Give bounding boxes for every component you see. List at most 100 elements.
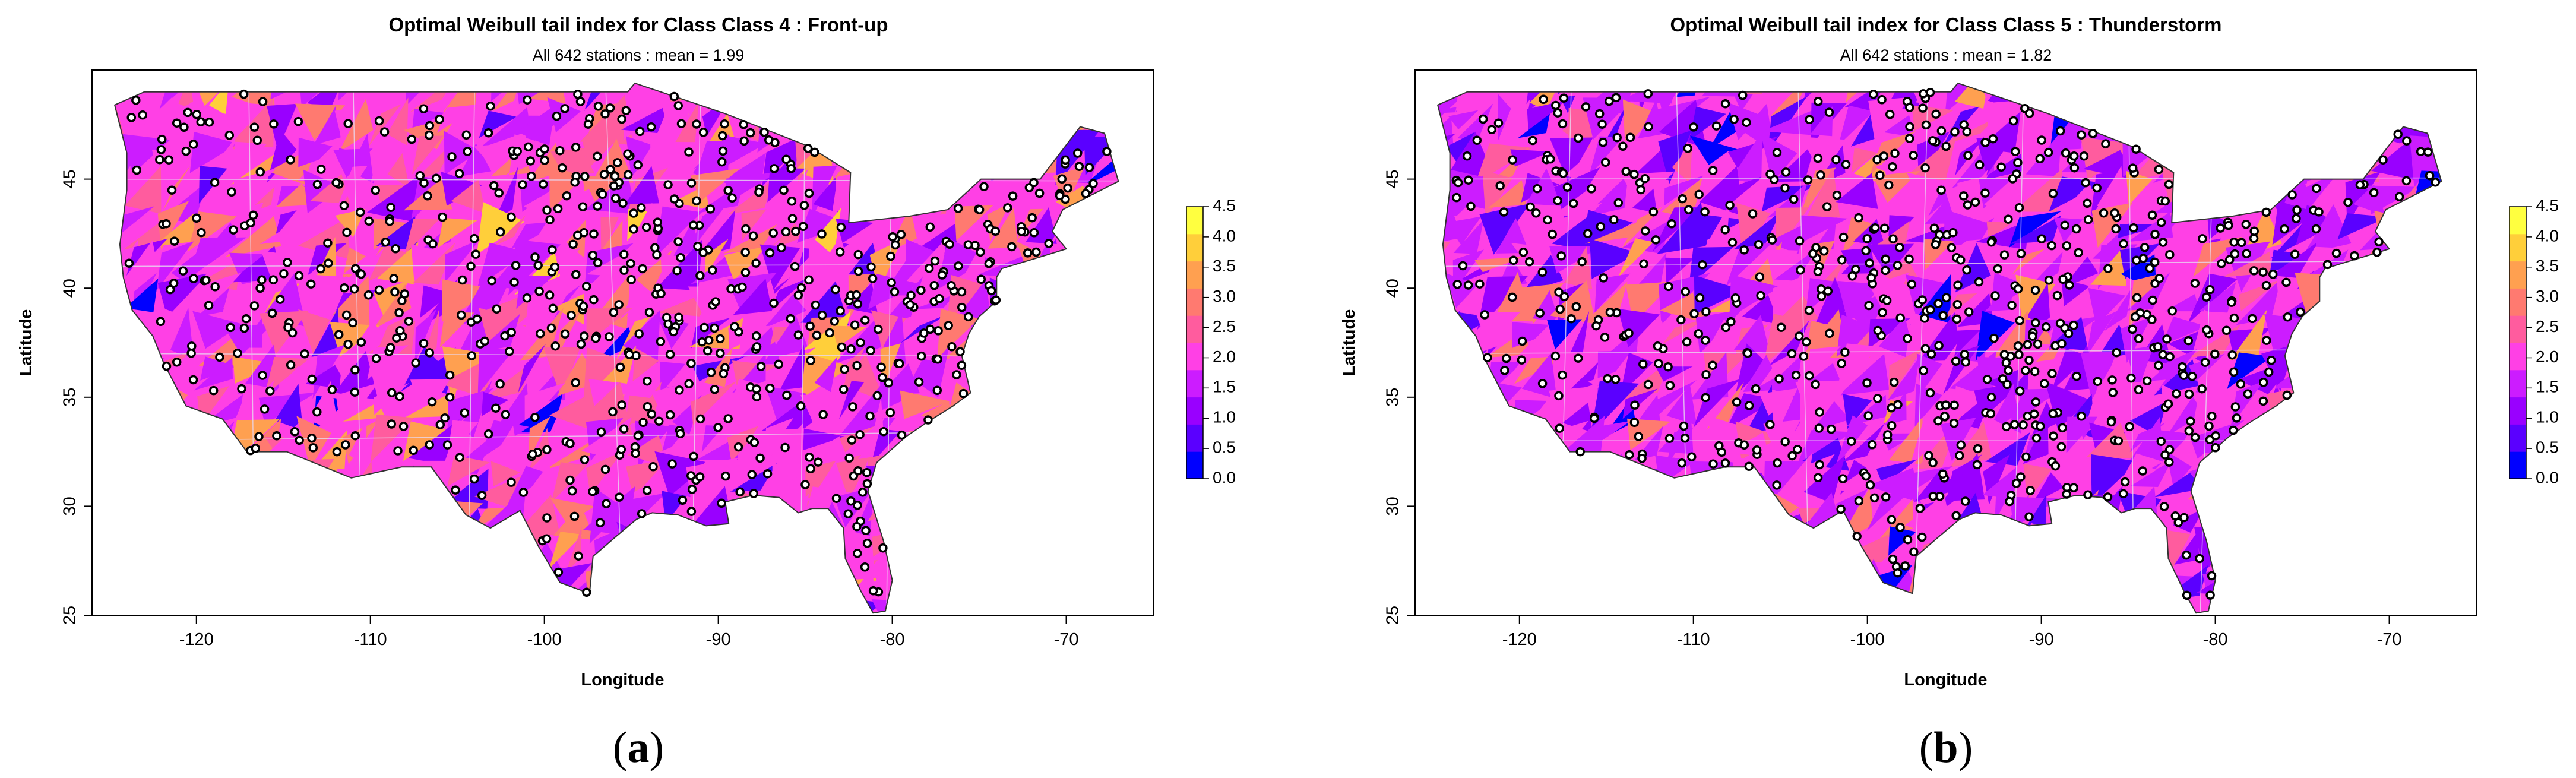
- heatmap-cell: [1119, 252, 1170, 284]
- station-marker: [868, 586, 878, 596]
- station-marker: [925, 222, 935, 232]
- heatmap-cell: [2442, 455, 2490, 508]
- station-marker: [387, 419, 396, 429]
- station-marker: [494, 188, 504, 198]
- heatmap-cell: [1904, 312, 1959, 362]
- station-marker: [1518, 247, 1528, 257]
- heatmap-cell: [2442, 401, 2493, 427]
- heatmap-cell: [115, 320, 135, 363]
- heatmap-cell: [2309, 454, 2339, 507]
- heatmap-cell: [1742, 295, 1780, 325]
- station-marker: [631, 448, 640, 458]
- station-marker: [1909, 547, 1919, 556]
- heatmap-cell: [376, 242, 419, 284]
- station-marker: [268, 275, 279, 284]
- heatmap-cell: [1759, 387, 1805, 416]
- heatmap-cell: [937, 132, 990, 172]
- heatmap-cell: [2369, 309, 2423, 356]
- heatmap-cell: [974, 391, 1014, 435]
- station-marker: [265, 386, 275, 396]
- station-marker: [1999, 250, 2009, 260]
- station-marker: [349, 284, 359, 294]
- x-tick-label: -100: [527, 630, 562, 649]
- station-marker: [1941, 400, 1951, 410]
- station-marker: [2033, 339, 2043, 349]
- station-marker: [1609, 215, 1619, 224]
- colorbar-segment: [1186, 424, 1203, 452]
- heatmap-cell: [2381, 308, 2411, 358]
- station-marker: [991, 295, 1001, 305]
- heatmap-cell: [2366, 185, 2420, 215]
- station-marker: [415, 171, 425, 181]
- station-marker: [461, 130, 471, 140]
- station-marker: [1999, 350, 2009, 359]
- station-marker: [1711, 121, 1721, 131]
- colorbar-frame: [2509, 206, 2527, 479]
- caption-open: (: [613, 723, 628, 772]
- station-marker: [1996, 162, 2006, 172]
- heatmap-cell: [1438, 507, 1451, 537]
- heatmap-cell: [1947, 562, 1986, 613]
- heatmap-cell: [1838, 353, 1890, 396]
- heatmap-cell: [115, 564, 132, 613]
- station-marker: [774, 359, 783, 369]
- heatmap-cell: [1552, 216, 1594, 252]
- heatmap-cell: [1622, 388, 1658, 419]
- heatmap-cell: [1704, 318, 1742, 356]
- station-marker: [2249, 233, 2259, 243]
- heatmap-cell: [115, 567, 122, 605]
- station-marker: [1629, 169, 1639, 179]
- station-marker: [2205, 590, 2215, 600]
- heatmap-cell: [1618, 133, 1667, 175]
- station-marker: [2077, 412, 2086, 421]
- station-marker: [480, 336, 490, 346]
- heatmap-cell: [2228, 461, 2265, 508]
- station-marker: [711, 297, 720, 306]
- heatmap-cell: [1058, 492, 1095, 536]
- heatmap-cell: [1740, 508, 1762, 542]
- station-marker: [2015, 316, 2025, 325]
- heatmap-cell: [1127, 74, 1159, 103]
- heatmap-cell: [338, 99, 374, 153]
- heatmap-cell: [122, 560, 174, 602]
- colorbar-tick-label: 1.0: [1213, 408, 1236, 426]
- heatmap-cell: [1550, 544, 1605, 562]
- station-marker: [172, 118, 182, 128]
- station-marker: [2210, 443, 2220, 453]
- station-marker: [1102, 147, 1112, 156]
- heatmap-cell: [1767, 223, 1806, 254]
- station-marker: [1774, 374, 1784, 384]
- heatmap-cell: [759, 83, 809, 105]
- station-marker: [2024, 355, 2034, 365]
- heatmap-cell: [365, 499, 419, 535]
- heatmap-cell: [885, 145, 923, 184]
- station-marker: [435, 115, 444, 124]
- station-marker: [2248, 314, 2257, 324]
- station-marker: [179, 122, 189, 132]
- heatmap-cell: [2187, 83, 2231, 95]
- station-marker: [2119, 489, 2128, 499]
- heatmap-cell: [451, 179, 486, 214]
- heatmap-cell: [759, 559, 795, 602]
- station-marker: [1803, 175, 1813, 185]
- heatmap-cell: [1052, 421, 1087, 474]
- station-marker: [2021, 452, 2031, 462]
- heatmap-cell: [814, 565, 852, 613]
- heatmap-cell: [2401, 541, 2442, 577]
- heatmap-cell: [736, 388, 777, 426]
- heatmap-cell: [2384, 464, 2416, 497]
- heatmap-cell: [268, 325, 300, 365]
- heatmap-cell: [164, 498, 208, 540]
- heatmap-cell: [1447, 216, 1482, 246]
- heatmap-cell: [1487, 489, 1530, 526]
- station-marker: [860, 562, 870, 572]
- y-tick-label: 35: [1384, 388, 1403, 407]
- station-marker: [1678, 194, 1687, 204]
- station-marker: [286, 155, 295, 165]
- heatmap-cell: [947, 274, 988, 321]
- heatmap-cell: [1490, 457, 1532, 501]
- station-marker: [799, 201, 809, 210]
- station-marker: [1604, 96, 1614, 106]
- heatmap-cell: [762, 83, 808, 112]
- station-marker: [477, 491, 487, 500]
